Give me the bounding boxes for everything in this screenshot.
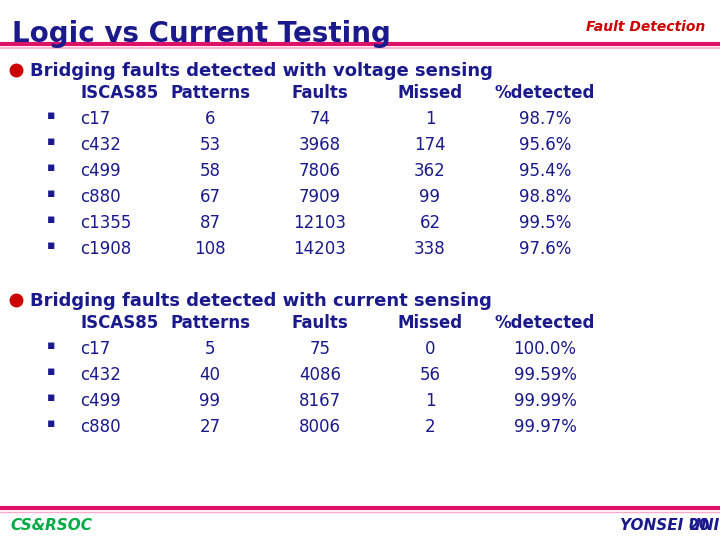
Text: ▪: ▪ xyxy=(47,339,55,352)
Text: ▪: ▪ xyxy=(47,187,55,200)
Text: 108: 108 xyxy=(194,240,226,258)
Text: 62: 62 xyxy=(420,214,441,232)
Text: 97.6%: 97.6% xyxy=(519,240,571,258)
Text: Fault Detection: Fault Detection xyxy=(586,20,705,34)
Text: 67: 67 xyxy=(199,188,220,206)
Text: c432: c432 xyxy=(80,136,121,154)
Text: 174: 174 xyxy=(414,136,446,154)
Text: 2: 2 xyxy=(425,418,436,436)
Text: ▪: ▪ xyxy=(47,109,55,122)
Text: 58: 58 xyxy=(199,162,220,180)
Text: 95.4%: 95.4% xyxy=(519,162,571,180)
Text: 1: 1 xyxy=(425,110,436,128)
Text: Faults: Faults xyxy=(292,84,348,102)
Text: %detected: %detected xyxy=(495,84,595,102)
Text: 14203: 14203 xyxy=(294,240,346,258)
Text: 99.99%: 99.99% xyxy=(513,392,577,410)
Text: 74: 74 xyxy=(310,110,330,128)
Text: ▪: ▪ xyxy=(47,213,55,226)
Text: ▪: ▪ xyxy=(47,239,55,252)
Text: 7806: 7806 xyxy=(299,162,341,180)
Text: Missed: Missed xyxy=(397,314,462,332)
Text: 5: 5 xyxy=(204,340,215,358)
Text: 20: 20 xyxy=(688,518,710,533)
Text: 0: 0 xyxy=(425,340,436,358)
Text: Logic vs Current Testing: Logic vs Current Testing xyxy=(12,20,391,48)
Text: ▪: ▪ xyxy=(47,161,55,174)
Text: 99.97%: 99.97% xyxy=(513,418,577,436)
Text: 338: 338 xyxy=(414,240,446,258)
Text: c499: c499 xyxy=(80,392,121,410)
Text: 8167: 8167 xyxy=(299,392,341,410)
Text: 98.8%: 98.8% xyxy=(519,188,571,206)
Text: Missed: Missed xyxy=(397,84,462,102)
Text: 7909: 7909 xyxy=(299,188,341,206)
Text: ▪: ▪ xyxy=(47,135,55,148)
Text: c17: c17 xyxy=(80,110,110,128)
Text: c1355: c1355 xyxy=(80,214,131,232)
Text: 87: 87 xyxy=(199,214,220,232)
Text: 40: 40 xyxy=(199,366,220,384)
Text: 98.7%: 98.7% xyxy=(519,110,571,128)
Text: %detected: %detected xyxy=(495,314,595,332)
Text: YONSEI UNIVERSITY: YONSEI UNIVERSITY xyxy=(620,518,720,533)
Text: 1: 1 xyxy=(425,392,436,410)
Text: c432: c432 xyxy=(80,366,121,384)
Text: 99.59%: 99.59% xyxy=(513,366,577,384)
Text: Patterns: Patterns xyxy=(170,314,250,332)
Text: 56: 56 xyxy=(420,366,441,384)
Text: CS&RSOC: CS&RSOC xyxy=(10,518,92,533)
Text: 99.5%: 99.5% xyxy=(519,214,571,232)
Text: c17: c17 xyxy=(80,340,110,358)
Text: 3968: 3968 xyxy=(299,136,341,154)
Text: c1908: c1908 xyxy=(80,240,131,258)
Text: 6: 6 xyxy=(204,110,215,128)
Text: 12103: 12103 xyxy=(294,214,346,232)
Text: c880: c880 xyxy=(80,418,121,436)
Text: c499: c499 xyxy=(80,162,121,180)
Text: 27: 27 xyxy=(199,418,220,436)
Text: 75: 75 xyxy=(310,340,330,358)
Text: 362: 362 xyxy=(414,162,446,180)
Text: ▪: ▪ xyxy=(47,391,55,404)
Text: ISCAS85: ISCAS85 xyxy=(80,84,158,102)
Text: 100.0%: 100.0% xyxy=(513,340,577,358)
Text: Faults: Faults xyxy=(292,314,348,332)
Text: ISCAS85: ISCAS85 xyxy=(80,314,158,332)
Text: c880: c880 xyxy=(80,188,121,206)
Text: Bridging faults detected with voltage sensing: Bridging faults detected with voltage se… xyxy=(30,62,493,80)
Text: 4086: 4086 xyxy=(299,366,341,384)
Text: 99: 99 xyxy=(420,188,441,206)
Text: 95.6%: 95.6% xyxy=(519,136,571,154)
Text: 8006: 8006 xyxy=(299,418,341,436)
Text: Patterns: Patterns xyxy=(170,84,250,102)
Text: ▪: ▪ xyxy=(47,417,55,430)
Text: Bridging faults detected with current sensing: Bridging faults detected with current se… xyxy=(30,292,492,310)
Text: 53: 53 xyxy=(199,136,220,154)
Text: ▪: ▪ xyxy=(47,365,55,378)
Text: 99: 99 xyxy=(199,392,220,410)
